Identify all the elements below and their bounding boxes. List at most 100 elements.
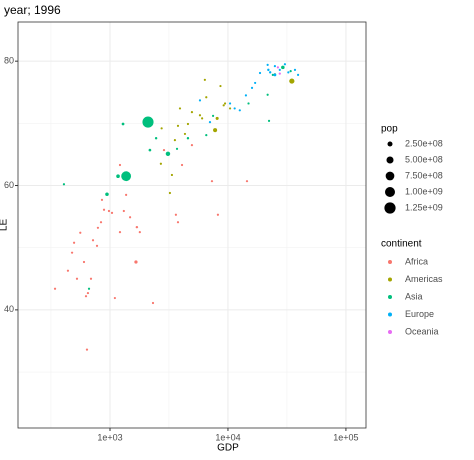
size-legend-key	[384, 202, 396, 214]
point	[244, 94, 248, 97]
x-axis-label: GDP	[217, 443, 239, 454]
point	[116, 174, 120, 178]
point	[268, 71, 272, 74]
point	[178, 107, 182, 110]
x-tick-label: 1e+03	[97, 432, 122, 442]
point	[210, 180, 214, 183]
point	[176, 124, 180, 127]
point	[96, 226, 100, 229]
color-legend-label: Europe	[405, 309, 434, 319]
color-legend-label: Asia	[405, 291, 423, 301]
point	[278, 68, 281, 71]
point	[254, 81, 257, 85]
point	[82, 260, 86, 264]
point	[160, 127, 163, 130]
point	[151, 301, 155, 305]
color-legend-title: continent	[381, 239, 422, 250]
point	[222, 104, 225, 107]
point	[183, 132, 187, 136]
point	[283, 63, 287, 66]
panel	[18, 22, 366, 428]
point	[154, 137, 158, 140]
chart-title: year; 1996	[4, 3, 61, 17]
point	[110, 211, 114, 214]
size-legend-key	[387, 141, 393, 147]
point	[296, 73, 300, 76]
y-tick-label: 80	[4, 56, 14, 66]
point	[208, 121, 212, 124]
point	[142, 116, 154, 128]
point	[95, 244, 99, 247]
point	[276, 66, 279, 69]
y-tick-label: 60	[4, 180, 14, 190]
point	[91, 239, 95, 242]
point	[75, 277, 79, 280]
point	[134, 260, 138, 264]
point	[211, 114, 215, 117]
size-legend-key	[384, 186, 396, 198]
point	[267, 68, 270, 72]
point	[266, 63, 269, 67]
point	[84, 295, 88, 298]
point	[53, 287, 57, 290]
point	[273, 65, 276, 68]
point	[168, 191, 172, 195]
point	[72, 241, 76, 244]
point	[203, 78, 206, 81]
point	[250, 86, 254, 90]
point	[247, 102, 250, 105]
point	[215, 116, 219, 120]
point	[273, 73, 277, 77]
point	[174, 213, 178, 216]
point	[118, 163, 122, 167]
point	[219, 84, 222, 88]
point	[233, 107, 236, 110]
point	[118, 231, 122, 234]
point	[125, 193, 128, 196]
point	[186, 122, 190, 126]
point	[278, 72, 281, 75]
point	[228, 102, 232, 105]
point	[201, 117, 204, 120]
point	[176, 221, 180, 224]
x-tick-label: 1e+04	[215, 432, 240, 442]
point	[107, 209, 111, 213]
point	[190, 144, 194, 147]
panel-border	[17, 21, 367, 429]
point	[89, 277, 93, 280]
point	[66, 269, 70, 272]
point	[102, 208, 106, 211]
point	[198, 114, 202, 117]
color-legend-key	[388, 260, 392, 264]
point	[87, 287, 91, 290]
point	[186, 137, 190, 140]
point	[175, 147, 179, 150]
point	[293, 68, 297, 71]
point	[122, 209, 125, 213]
color-legend-label: Africa	[405, 256, 428, 266]
point	[287, 71, 290, 74]
color-legend-key	[388, 277, 392, 282]
point	[86, 291, 90, 295]
point	[271, 73, 274, 76]
point	[170, 173, 174, 177]
point	[128, 216, 132, 219]
point	[173, 139, 177, 142]
point	[100, 198, 104, 201]
point	[289, 78, 295, 84]
size-legend-label: 7.50e+08	[405, 170, 443, 180]
point	[281, 65, 285, 70]
y-axis-label: LE	[0, 219, 10, 232]
point	[216, 213, 220, 216]
size-legend-label: 2.50e+08	[405, 138, 443, 148]
point	[245, 180, 249, 183]
color-legend-label: Americas	[405, 274, 443, 284]
point	[135, 225, 139, 229]
color-legend-key	[388, 330, 392, 334]
point	[121, 122, 125, 126]
point	[79, 231, 82, 234]
color-legend-label: Oceania	[405, 326, 439, 336]
point	[62, 183, 66, 186]
point	[99, 221, 103, 224]
point	[205, 134, 208, 137]
